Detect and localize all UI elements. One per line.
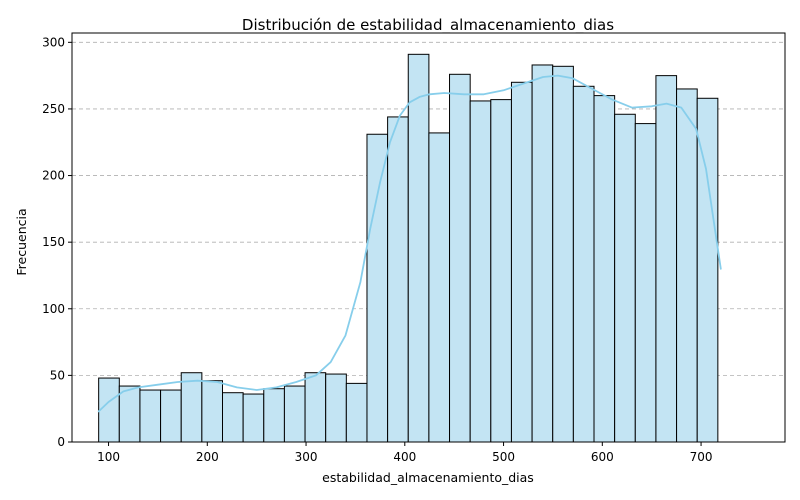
histogram-bar-29: [696, 97, 719, 443]
histogram-bar-22: [552, 65, 574, 443]
histogram-bar-12: [345, 382, 368, 443]
histogram-bar-25: [614, 113, 636, 443]
histogram-bar-10: [304, 372, 327, 443]
histogram-bar-11: [325, 373, 347, 443]
y-tick-label-0: 0: [57, 435, 65, 449]
histogram-bar-0: [98, 377, 120, 443]
histogram-bar-7: [242, 393, 265, 443]
x-tick-label-200: 200: [196, 450, 219, 464]
histogram-bar-23: [572, 85, 595, 443]
histogram-bar-6: [222, 392, 244, 443]
x-axis-title: estabilidad_almacenamiento_dias: [322, 470, 534, 485]
histogram-bars: [98, 53, 719, 443]
histogram-bar-2: [139, 389, 162, 443]
histogram-bar-28: [676, 88, 698, 443]
histogram-bar-5: [201, 380, 224, 443]
histogram-bar-4: [180, 372, 203, 443]
x-tick-label-400: 400: [393, 450, 416, 464]
histogram-bar-9: [283, 385, 306, 443]
histogram-bar-26: [634, 123, 657, 443]
histogram-bar-14: [387, 116, 409, 443]
y-tick-label-150: 150: [42, 235, 65, 249]
y-axis-title: Frecuencia: [14, 208, 29, 275]
histogram-bar-13: [366, 133, 389, 443]
y-tick-label-100: 100: [42, 302, 65, 316]
x-tick-label-600: 600: [591, 450, 614, 464]
x-tick-label-700: 700: [690, 450, 713, 464]
x-tick-label-100: 100: [97, 450, 120, 464]
histogram-bar-3: [160, 389, 182, 443]
histogram-bar-27: [655, 75, 678, 443]
histogram-bar-16: [428, 132, 451, 443]
histogram-bar-24: [593, 95, 616, 443]
kde-line: [97, 74, 722, 413]
y-tick-label-250: 250: [42, 102, 65, 116]
histogram-bar-8: [263, 388, 285, 443]
histogram-bar-17: [449, 73, 471, 443]
x-tick-label-300: 300: [295, 450, 318, 464]
histogram-bar-15: [407, 53, 430, 443]
axis-ticks: 100 200 300 400 500 600 700 0 50 100 150 200 250 300: [42, 35, 712, 464]
plot-frame: [71, 32, 786, 443]
histogram-bar-21: [531, 64, 554, 443]
histogram-bar-20: [510, 81, 533, 443]
histogram-bar-18: [469, 100, 492, 443]
y-tick-label-200: 200: [42, 169, 65, 183]
chart-title: Distribución de estabilidad_almacenamien…: [242, 16, 614, 35]
kde-curve-group: [97, 74, 722, 413]
y-tick-label-50: 50: [50, 368, 65, 382]
x-tick-label-500: 500: [492, 450, 515, 464]
histogram-bar-19: [490, 99, 512, 443]
y-tick-label-300: 300: [42, 35, 65, 49]
histogram-bar-1: [118, 385, 141, 443]
